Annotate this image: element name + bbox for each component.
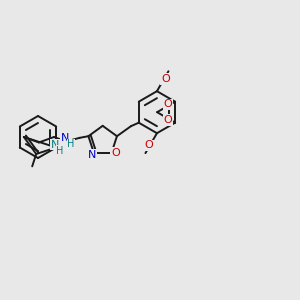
Text: N: N (88, 150, 96, 160)
Text: H: H (68, 140, 75, 149)
Text: O: O (161, 74, 170, 84)
Text: O: O (164, 115, 172, 125)
Text: H: H (56, 146, 64, 155)
Text: O: O (111, 148, 120, 158)
Text: N: N (51, 140, 59, 149)
Text: O: O (144, 140, 153, 150)
Text: N: N (61, 134, 69, 143)
Text: O: O (164, 99, 172, 110)
